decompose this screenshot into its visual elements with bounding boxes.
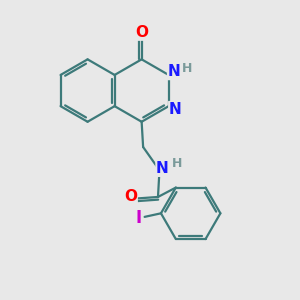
Text: H: H <box>172 157 182 170</box>
Text: N: N <box>169 102 182 117</box>
Text: N: N <box>168 64 180 80</box>
Text: H: H <box>182 62 192 75</box>
Text: O: O <box>135 25 148 40</box>
Text: N: N <box>156 161 169 176</box>
Text: I: I <box>136 209 142 227</box>
Text: O: O <box>124 190 137 205</box>
